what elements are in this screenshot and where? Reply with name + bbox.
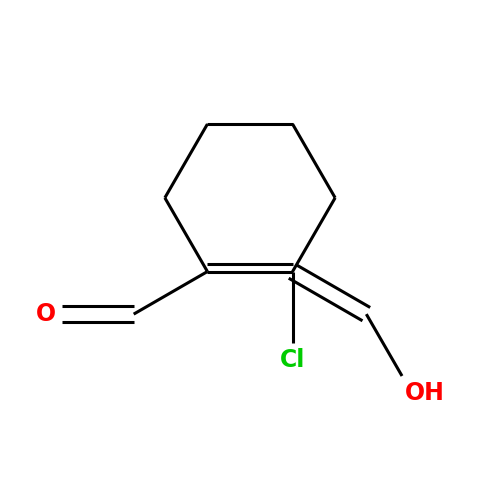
Text: OH: OH (405, 382, 444, 406)
Text: Cl: Cl (280, 348, 305, 372)
Text: O: O (36, 302, 56, 326)
